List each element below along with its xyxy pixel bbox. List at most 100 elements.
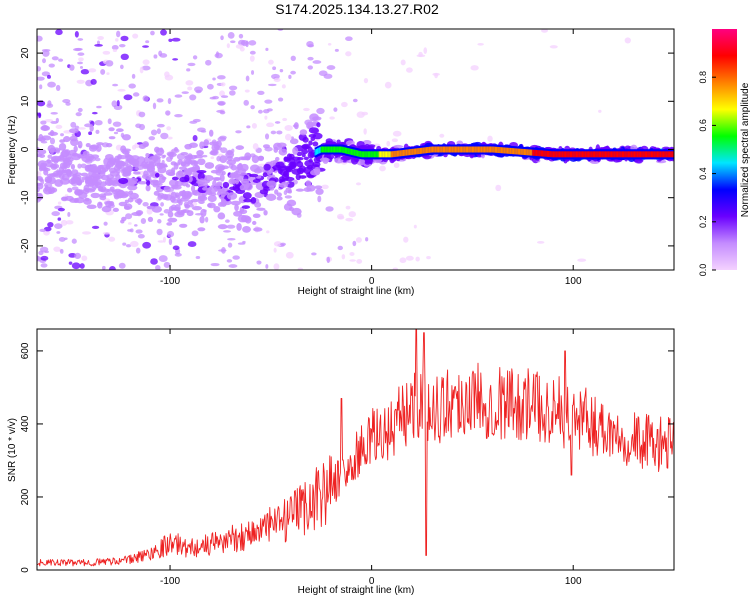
spectrogram-cell bbox=[38, 193, 44, 200]
spectrogram-cell bbox=[40, 263, 48, 268]
spectrogram-cell bbox=[122, 242, 127, 246]
spectrogram-cell bbox=[222, 181, 230, 189]
spectrogram-cell bbox=[315, 188, 324, 195]
spectrogram-cell bbox=[265, 133, 270, 140]
spectrogram-cell bbox=[118, 177, 129, 185]
spectrogram-cell bbox=[401, 150, 404, 157]
spectrogram-cell bbox=[337, 245, 343, 251]
spectrogram-cell bbox=[610, 151, 614, 158]
spectrogram-cell bbox=[65, 101, 71, 106]
spectrogram-cell bbox=[447, 146, 450, 153]
spectrogram-cell bbox=[298, 175, 307, 179]
spectrogram-cell bbox=[108, 177, 118, 186]
spectrogram-cell bbox=[67, 187, 73, 193]
spectrogram-cell bbox=[228, 90, 236, 96]
spectrogram-cell bbox=[155, 265, 161, 270]
spectrogram-cell bbox=[167, 98, 172, 105]
spectrogram-cell bbox=[407, 149, 410, 156]
spectrogram-cell bbox=[77, 107, 83, 113]
spectrogram-cell bbox=[163, 261, 171, 269]
spectrogram-cell bbox=[372, 151, 375, 158]
spectrogram-cell bbox=[549, 151, 552, 158]
spectrogram-cell bbox=[290, 136, 294, 140]
spectrogram-cell bbox=[97, 167, 107, 174]
spectrogram-cell bbox=[583, 151, 586, 158]
spectrogram-cell bbox=[279, 68, 284, 73]
spectrogram-cell bbox=[44, 176, 53, 183]
spectrogram-cell bbox=[596, 151, 599, 158]
spectrogram-cell bbox=[265, 47, 269, 51]
spectrogram-cell bbox=[157, 166, 167, 174]
spectrogram-cell bbox=[295, 173, 301, 181]
spectrogram-cell bbox=[538, 150, 541, 157]
spectrogram-cell bbox=[46, 74, 51, 79]
spectrogram-cell bbox=[77, 52, 85, 56]
spectrogram-cell bbox=[270, 130, 277, 135]
spectrogram-cell bbox=[180, 151, 189, 156]
spectrogram-cell bbox=[293, 122, 299, 130]
spectrogram-cell bbox=[245, 75, 250, 82]
spectrogram-cell bbox=[96, 40, 100, 46]
spectrogram-cell bbox=[532, 149, 535, 156]
spectrogram-cell bbox=[341, 146, 344, 153]
spectrogram-cell bbox=[94, 43, 103, 47]
spectrogram-cell bbox=[550, 151, 553, 158]
spectrogram-cell bbox=[273, 146, 279, 153]
spectrogram-cell bbox=[481, 146, 484, 153]
spectrogram-cell bbox=[592, 151, 595, 158]
spectrogram-cell bbox=[111, 189, 119, 195]
spectrogram-cell bbox=[94, 119, 103, 126]
spectrogram-cell bbox=[649, 151, 652, 158]
spectrogram-cell bbox=[443, 146, 447, 153]
spectrogram-cell bbox=[521, 148, 524, 155]
spectrogram-cell bbox=[384, 151, 387, 158]
spectrogram-cell bbox=[47, 81, 56, 88]
spectrogram-cell bbox=[47, 100, 52, 107]
spectrogram-cell bbox=[47, 154, 53, 159]
spectrogram-cell bbox=[405, 255, 414, 261]
spectrogram-cell bbox=[154, 172, 160, 178]
spectrogram-cell bbox=[157, 219, 162, 224]
spectrogram-cell bbox=[309, 113, 319, 122]
colorbar-label: Normalized spectral amplitude bbox=[740, 82, 750, 217]
spectrogram-cell bbox=[618, 151, 621, 158]
spectrogram-cell bbox=[483, 146, 487, 153]
spectrogram-cell bbox=[91, 111, 98, 115]
spectrogram-cell bbox=[668, 151, 672, 158]
spectrogram-cell bbox=[218, 101, 225, 106]
spectrogram-cell bbox=[278, 182, 289, 188]
spectrogram-cell bbox=[653, 151, 656, 158]
spectrogram-cell bbox=[345, 140, 355, 146]
spectrogram-cell bbox=[158, 164, 169, 168]
spectrogram-cell bbox=[441, 146, 444, 153]
spectrogram-cell bbox=[213, 205, 221, 213]
x-tick-label: -100 bbox=[160, 276, 180, 287]
spectrogram-cell bbox=[602, 151, 605, 158]
spectrogram-cell bbox=[365, 151, 368, 158]
spectrogram-cell bbox=[631, 151, 634, 158]
spectrogram-cell bbox=[307, 56, 314, 61]
spectrogram-cell bbox=[58, 143, 67, 151]
spectrogram-cell bbox=[195, 89, 202, 94]
spectrogram-cell bbox=[613, 151, 616, 158]
spectrogram-cell bbox=[91, 171, 100, 178]
spectrogram-cell bbox=[199, 141, 205, 149]
spectrogram-cell bbox=[641, 151, 644, 158]
spectrogram-cell bbox=[349, 259, 356, 262]
spectrogram-cell bbox=[487, 146, 490, 153]
spectrogram-cell bbox=[419, 147, 423, 154]
spectrogram-cell bbox=[70, 121, 77, 128]
spectrogram-cell bbox=[249, 50, 256, 55]
spectrogram-cell bbox=[128, 83, 136, 89]
x-tick-label: 100 bbox=[565, 276, 582, 287]
spectrogram-cell bbox=[97, 201, 103, 209]
spectrogram-cell bbox=[356, 111, 365, 118]
spectrogram-cell bbox=[396, 150, 400, 157]
spectrogram-cell bbox=[262, 172, 268, 178]
spectrogram-cell bbox=[356, 150, 360, 157]
spectrogram-cell bbox=[377, 151, 380, 158]
spectrogram-cell bbox=[59, 139, 66, 143]
spectrogram-y-axis-label: Frequency (Hz) bbox=[7, 116, 18, 185]
y-tick-label: 0 bbox=[20, 146, 31, 152]
